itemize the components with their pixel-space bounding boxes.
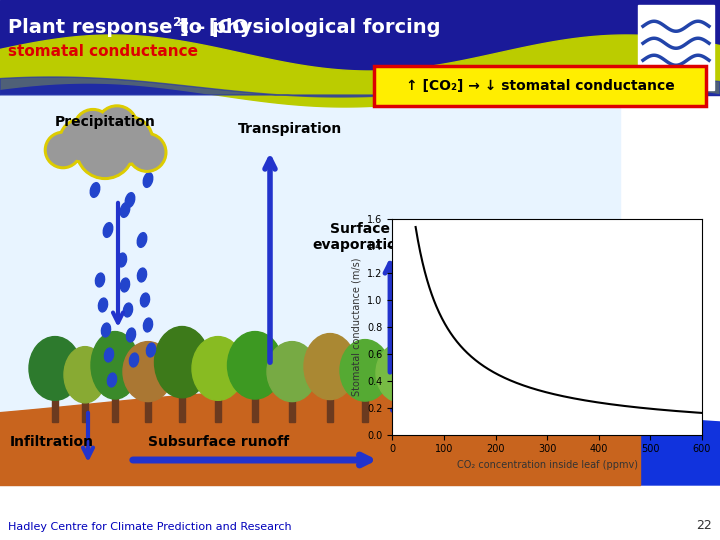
Ellipse shape [120, 202, 130, 217]
Ellipse shape [130, 353, 138, 367]
Ellipse shape [102, 323, 111, 337]
Ellipse shape [376, 343, 424, 402]
Bar [252, 397, 258, 422]
Bar [638, 5, 714, 90]
Text: Surface
evaporation: Surface evaporation [312, 222, 408, 252]
Ellipse shape [29, 336, 81, 400]
Ellipse shape [120, 278, 130, 292]
Circle shape [48, 134, 78, 166]
Ellipse shape [340, 340, 390, 401]
Ellipse shape [91, 332, 139, 399]
Text: Met Office: Met Office [657, 73, 696, 82]
Ellipse shape [138, 233, 147, 247]
Ellipse shape [107, 373, 117, 387]
Bar [289, 400, 295, 422]
Ellipse shape [267, 342, 317, 402]
X-axis label: CO₂ concentration inside leaf (ppmv): CO₂ concentration inside leaf (ppmv) [456, 460, 638, 470]
Text: Hadley Centre for Climate Prediction and Research: Hadley Centre for Climate Prediction and… [8, 522, 292, 532]
Ellipse shape [413, 349, 457, 403]
Circle shape [59, 118, 103, 163]
Y-axis label: Stomatal conductance (m/s): Stomatal conductance (m/s) [352, 258, 361, 396]
Ellipse shape [99, 298, 107, 312]
Text: stomatal conductance: stomatal conductance [8, 44, 198, 59]
Ellipse shape [140, 293, 150, 307]
Text: ↑ [CO₂] → ↓ stomatal conductance: ↑ [CO₂] → ↓ stomatal conductance [405, 79, 675, 93]
Circle shape [99, 108, 135, 144]
Text: ] – physiological forcing: ] – physiological forcing [180, 18, 441, 37]
Circle shape [127, 133, 167, 172]
Text: 22: 22 [696, 519, 712, 532]
Ellipse shape [143, 318, 153, 332]
Bar [432, 402, 438, 422]
Ellipse shape [228, 332, 282, 399]
Circle shape [73, 109, 113, 148]
Bar [397, 400, 403, 422]
Ellipse shape [304, 334, 356, 400]
Bar [362, 399, 368, 422]
Circle shape [78, 124, 132, 177]
Circle shape [104, 116, 153, 165]
Ellipse shape [64, 347, 106, 403]
Text: Transpiration: Transpiration [238, 122, 342, 136]
Bar [83, 401, 88, 422]
Text: Precipitation: Precipitation [55, 115, 156, 129]
Bar [327, 397, 333, 422]
Polygon shape [490, 410, 720, 485]
Ellipse shape [138, 268, 147, 282]
Circle shape [45, 131, 81, 168]
Circle shape [62, 121, 100, 160]
Ellipse shape [103, 222, 113, 238]
Bar [0, 95, 620, 485]
Bar [52, 398, 58, 422]
Ellipse shape [123, 303, 132, 317]
Ellipse shape [146, 343, 156, 357]
Ellipse shape [127, 328, 135, 342]
Ellipse shape [155, 327, 210, 398]
Circle shape [76, 120, 135, 179]
Ellipse shape [123, 342, 173, 402]
FancyBboxPatch shape [374, 66, 706, 106]
Bar [0, 95, 720, 540]
Text: Plant response to [CO: Plant response to [CO [8, 18, 248, 37]
Bar [179, 395, 185, 422]
Ellipse shape [125, 193, 135, 207]
Bar [145, 400, 151, 422]
Text: Infiltration: Infiltration [10, 435, 94, 449]
Ellipse shape [192, 336, 244, 400]
Bar [215, 398, 221, 422]
Text: Subsurface runoff: Subsurface runoff [148, 435, 289, 449]
Ellipse shape [90, 183, 100, 197]
Bar [112, 397, 118, 422]
Circle shape [76, 112, 109, 145]
Ellipse shape [107, 163, 117, 177]
Text: 2: 2 [173, 16, 181, 29]
Ellipse shape [117, 253, 127, 267]
Circle shape [107, 119, 150, 162]
Circle shape [96, 105, 138, 147]
Ellipse shape [96, 273, 104, 287]
Text: Surface runoff: Surface runoff [500, 392, 613, 406]
Ellipse shape [104, 348, 114, 362]
Ellipse shape [143, 173, 153, 187]
Circle shape [130, 136, 164, 169]
Bar [0, 0, 720, 95]
